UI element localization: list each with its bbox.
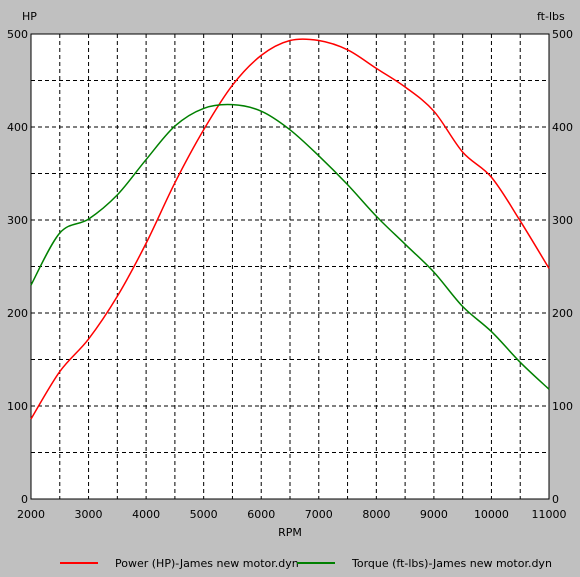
y-left-tick-label: 0 bbox=[21, 493, 28, 506]
y-left-tick-label: 100 bbox=[7, 400, 28, 413]
x-tick-label: 11000 bbox=[532, 508, 567, 521]
y-right-tick-label: 500 bbox=[552, 28, 573, 41]
y-right-tick-label: 100 bbox=[552, 400, 573, 413]
x-axis-ticks: 2000 3000 4000 5000 6000 7000 8000 9000 10000 110… bbox=[17, 508, 567, 521]
y-left-tick-label: 400 bbox=[7, 121, 28, 134]
x-tick-label: 9000 bbox=[420, 508, 448, 521]
y-axis-left-title: HP bbox=[22, 10, 37, 23]
x-tick-label: 3000 bbox=[75, 508, 103, 521]
power-series-line bbox=[30, 38, 550, 420]
y-axis-right-ticks: 0 100 200 300 400 500 bbox=[552, 28, 573, 506]
legend-power-label: Power (HP)-James new motor.dyn bbox=[115, 557, 299, 570]
x-tick-label: 2000 bbox=[17, 508, 45, 521]
legend: Power (HP)-James new motor.dyn Torque (f… bbox=[60, 557, 552, 570]
y-axis-right-title: ft-lbs bbox=[537, 10, 565, 23]
grid bbox=[31, 34, 549, 499]
x-tick-label: 7000 bbox=[305, 508, 333, 521]
x-tick-label: 6000 bbox=[247, 508, 275, 521]
x-tick-label: 10000 bbox=[474, 508, 509, 521]
y-right-tick-label: 300 bbox=[552, 214, 573, 227]
series-layer bbox=[30, 38, 550, 420]
y-right-tick-label: 400 bbox=[552, 121, 573, 134]
x-tick-label: 8000 bbox=[362, 508, 390, 521]
y-axis-left-ticks: 0 100 200 300 400 500 bbox=[7, 28, 28, 506]
x-axis-title: RPM bbox=[278, 526, 302, 539]
y-left-tick-label: 300 bbox=[7, 214, 28, 227]
torque-series-line bbox=[30, 103, 550, 390]
y-right-tick-label: 200 bbox=[552, 307, 573, 320]
y-left-tick-label: 500 bbox=[7, 28, 28, 41]
legend-torque-label: Torque (ft-lbs)-James new motor.dyn bbox=[351, 557, 552, 570]
y-left-tick-label: 200 bbox=[7, 307, 28, 320]
x-tick-label: 4000 bbox=[132, 508, 160, 521]
x-tick-label: 5000 bbox=[190, 508, 218, 521]
y-right-tick-label: 0 bbox=[552, 493, 559, 506]
